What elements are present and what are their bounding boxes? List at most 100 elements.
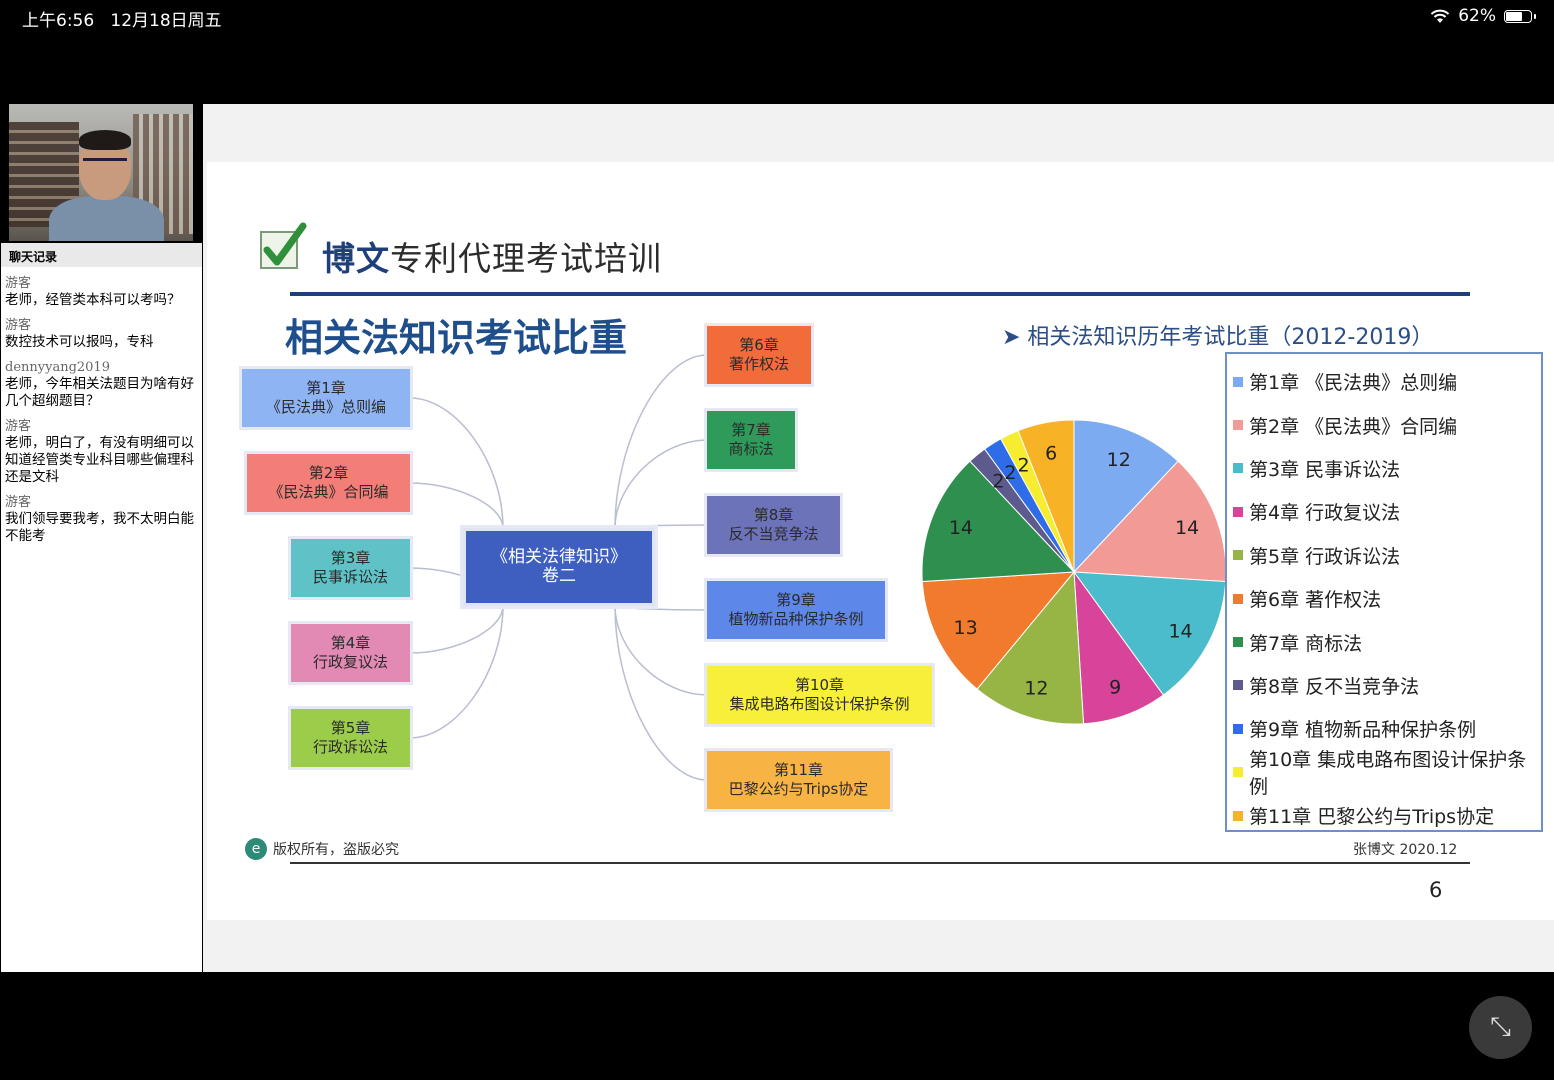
node-chapter: 第5章	[330, 719, 371, 737]
legend-swatch	[1233, 680, 1243, 691]
legend-swatch	[1233, 420, 1243, 431]
chat-username: 游客	[5, 419, 32, 434]
node-chapter: 第8章	[753, 506, 794, 524]
pie-slice-4	[1073, 570, 1165, 725]
pie-data-label: 12	[1107, 449, 1131, 471]
mindmap-node-chapter-2[interactable]: 第2章 《民法典》合同编	[247, 454, 410, 512]
mindmap-connector	[614, 605, 708, 781]
node-topic: 反不当竞争法	[728, 525, 819, 543]
pie-slice-7	[921, 460, 1076, 583]
node-chapter: 第4章	[330, 634, 371, 652]
pie-slice-6	[921, 571, 1076, 690]
legend-label: 第3章 民事诉讼法	[1249, 458, 1401, 481]
mindmap-node-chapter-1[interactable]: 第1章 《民法典》总则编	[242, 369, 410, 427]
footer-logo-icon: e	[245, 838, 267, 860]
legend-label: 第1章 《民法典》总则编	[1249, 372, 1458, 395]
status-bar: 上午6:56 12月18日周五 62%	[0, 0, 1554, 34]
chat-username: dennyyang2019	[5, 360, 110, 375]
legend-label: 第4章 行政复议法	[1249, 502, 1401, 525]
legend-item: 第2章 《民法典》合同编	[1233, 403, 1541, 446]
legend-item: 第3章 民事诉讼法	[1233, 447, 1541, 490]
legend-item: 第10章 集成电路布图设计保护条例	[1233, 749, 1541, 798]
chat-text: 老师，今年相关法题目为啥有好几个超纲题目？	[5, 376, 194, 409]
chat-panel[interactable]: 聊天记录 游客 老师，经管类本科可以考吗？ 游客 数控技术可以报吗，专科 dennyya…	[1, 243, 202, 972]
pie-data-label: 14	[1168, 621, 1192, 643]
node-chapter: 第6章	[739, 336, 779, 354]
node-chapter: 第7章	[731, 421, 771, 439]
center-line2: 卷二	[542, 566, 576, 586]
legend-swatch	[1233, 593, 1243, 604]
legend-item: 第8章 反不当竞争法	[1233, 664, 1541, 707]
mindmap-connector	[409, 605, 504, 739]
mindmap-node-chapter-7[interactable]: 第7章 商标法	[707, 411, 795, 469]
footer-copyright: 版权所有，盗版必究	[273, 842, 399, 858]
node-topic: 《民法典》总则编	[265, 398, 386, 416]
collapse-arrows-icon[interactable]: ⤡	[1469, 996, 1532, 1059]
pie-slice-11	[1017, 419, 1075, 573]
pie-slice-5	[976, 570, 1085, 725]
legend-swatch	[1233, 723, 1243, 734]
page-number: 6	[1429, 878, 1443, 902]
chat-username: 游客	[5, 276, 32, 291]
node-topic: 《民法典》合同编	[268, 483, 389, 501]
mindmap-connector	[614, 605, 708, 696]
pie-data-label: 14	[1175, 517, 1199, 539]
pie-data-label: 2	[992, 471, 1004, 493]
legend-item: 第1章 《民法典》总则编	[1233, 360, 1541, 403]
legend-swatch	[1233, 376, 1243, 387]
node-chapter: 第11章	[773, 761, 824, 779]
chat-list[interactable]: 游客 老师，经管类本科可以考吗？ 游客 数控技术可以报吗，专科 dennyyang201…	[1, 275, 202, 545]
header-divider	[290, 292, 1470, 296]
pie-data-label: 2	[1004, 462, 1016, 484]
mindmap-node-chapter-9[interactable]: 第9章 植物新品种保护条例	[707, 581, 885, 639]
chart-title: ➤ 相关法知识历年考试比重（2012-2019）	[1002, 325, 1434, 350]
battery-percent: 62%	[1458, 6, 1496, 26]
slide-content: 博文专利代理考试培训 相关法知识考试比重 《相关法律知识》 卷二 第1章 《民法典》总…	[207, 162, 1554, 920]
legend-item: 第6章 著作权法	[1233, 577, 1541, 620]
chat-title: 聊天记录	[1, 243, 202, 267]
status-right: 62%	[1430, 6, 1536, 26]
node-chapter: 第2章	[308, 464, 349, 482]
mindmap-connector	[614, 605, 708, 611]
wifi-icon	[1431, 9, 1450, 23]
mindmap-node-chapter-6[interactable]: 第6章 著作权法	[707, 326, 811, 384]
chat-message: dennyyang2019 老师，今年相关法题目为啥有好几个超纲题目？	[1, 359, 202, 410]
mindmap-connector	[409, 482, 504, 529]
pie-data-label: 13	[954, 617, 978, 639]
node-topic: 著作权法	[728, 355, 789, 373]
chat-message: 游客 数控技术可以报吗，专科	[1, 317, 202, 351]
chat-text: 老师，明白了，有没有明细可以知道经管类专业科目哪些偏理科还是文科	[5, 435, 194, 485]
pie-data-label: 2	[1017, 455, 1029, 477]
footer-divider	[290, 862, 1470, 864]
legend-label: 第7章 商标法	[1249, 632, 1363, 655]
node-chapter: 第1章	[306, 379, 346, 397]
mindmap-connector	[614, 354, 708, 529]
mindmap-connector	[614, 439, 708, 529]
mindmap-node-chapter-11[interactable]: 第11章 巴黎公约与Trips协定	[707, 751, 890, 809]
mindmap-center-node[interactable]: 《相关法律知识》 卷二	[463, 528, 655, 606]
legend-swatch	[1233, 506, 1243, 517]
node-topic: 民事诉讼法	[312, 568, 388, 586]
footer-author: 张博文 2020.12	[1353, 842, 1458, 858]
pie-data-label: 6	[1045, 443, 1057, 465]
node-topic: 集成电路布图设计保护条例	[729, 695, 910, 713]
chat-username: 游客	[5, 495, 32, 510]
legend-label: 第9章 植物新品种保护条例	[1249, 719, 1477, 742]
checkmark-logo-icon	[260, 222, 307, 269]
mindmap-connector	[614, 524, 708, 529]
pie-data-label: 14	[949, 517, 973, 539]
legend-label: 第11章 巴黎公约与Trips协定	[1249, 806, 1495, 829]
mindmap-node-chapter-5[interactable]: 第5章 行政诉讼法	[291, 709, 410, 767]
mindmap-node-chapter-3[interactable]: 第3章 民事诉讼法	[291, 539, 410, 597]
node-chapter: 第3章	[330, 549, 371, 567]
legend-swatch	[1233, 550, 1243, 561]
chat-message: 游客 我们领导要我考，我不太明白能不能考	[1, 494, 202, 545]
center-line1: 《相关法律知识》	[491, 547, 627, 567]
mindmap-node-chapter-10[interactable]: 第10章 集成电路布图设计保护条例	[707, 666, 932, 724]
mindmap-node-chapter-8[interactable]: 第8章 反不当竞争法	[707, 496, 840, 554]
mindmap-node-chapter-4[interactable]: 第4章 行政复议法	[291, 624, 410, 682]
battery-icon	[1504, 9, 1536, 23]
legend-label: 第2章 《民法典》合同编	[1249, 415, 1458, 438]
legend-label: 第8章 反不当竞争法	[1249, 675, 1420, 698]
